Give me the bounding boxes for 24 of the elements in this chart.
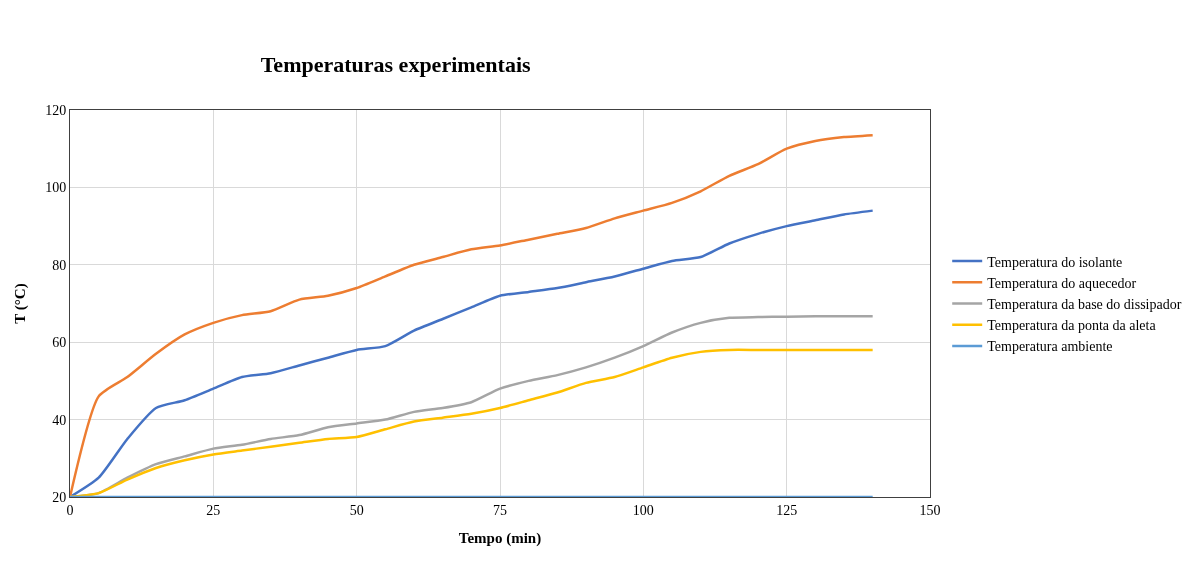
x-tick-label: 50 <box>349 502 364 518</box>
y-tick-label: 40 <box>52 412 67 428</box>
y-tick-label: 60 <box>52 335 67 351</box>
line-series <box>70 133 874 497</box>
legend-label: Temperatura do isolante <box>987 254 1123 270</box>
y-tick-label: 100 <box>45 180 67 196</box>
y-tick-label: 120 <box>45 102 67 118</box>
x-tick-label: 25 <box>206 502 221 518</box>
x-tick-label: 100 <box>632 502 654 518</box>
line-series <box>70 209 874 497</box>
y-tick-label: 80 <box>52 257 67 273</box>
legend-label: Temperatura do aquecedor <box>987 275 1137 291</box>
x-tick-label: 125 <box>776 502 798 518</box>
y-tick-label: 20 <box>52 489 67 505</box>
x-tick-label: 75 <box>493 502 507 518</box>
x-tick-label: 150 <box>919 502 941 518</box>
x-axis-title: Tempo (min) <box>458 529 542 547</box>
legend-label: Temperatura da base do dissipador <box>987 296 1182 312</box>
x-tick-label: 0 <box>66 502 74 518</box>
legend-label: Temperatura da ponta da aleta <box>987 318 1157 334</box>
line-series <box>70 348 874 497</box>
chart-title: Temperaturas experimentais <box>260 52 532 78</box>
legend-label: Temperatura ambiente <box>987 339 1113 355</box>
y-axis-title: T (°C) <box>12 283 30 324</box>
